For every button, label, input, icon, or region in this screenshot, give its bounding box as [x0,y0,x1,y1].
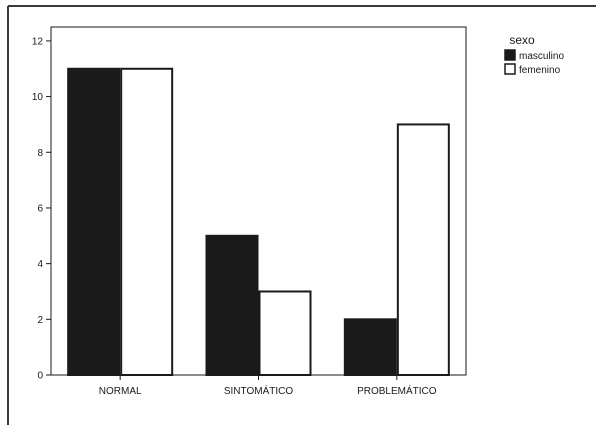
y-axis: 0 2 4 6 8 10 12 [32,36,51,382]
x-tick-label: PROBLEMÁTICO [357,384,437,397]
y-tick-label: 4 [37,259,43,270]
bar-masculino [343,318,397,377]
legend-label-masculino: masculino [519,51,564,62]
bars-group [67,67,450,377]
y-tick-label: 12 [32,36,44,47]
legend-label-femenino: femenino [519,65,561,76]
y-tick-label: 2 [37,315,43,326]
bar-masculino [205,234,259,376]
bar-femenino [258,290,312,377]
legend-title: sexo [509,33,535,47]
legend: sexo masculino femenino [504,33,564,76]
x-tick-label: SINTOMÁTICO [224,384,293,397]
bar-femenino [396,123,450,376]
bar-femenino [120,67,174,376]
legend-swatch-femenino [504,63,516,75]
legend-swatch-masculino [504,49,516,61]
x-axis: NORMAL SINTOMÁTICO PROBLEMÁTICO [99,375,437,397]
y-tick-label: 0 [37,371,43,382]
y-tick-label: 6 [37,203,43,214]
x-tick-label: NORMAL [99,386,142,397]
y-tick-label: 8 [37,148,43,159]
y-tick-label: 10 [32,92,44,103]
bar-masculino [67,67,121,376]
